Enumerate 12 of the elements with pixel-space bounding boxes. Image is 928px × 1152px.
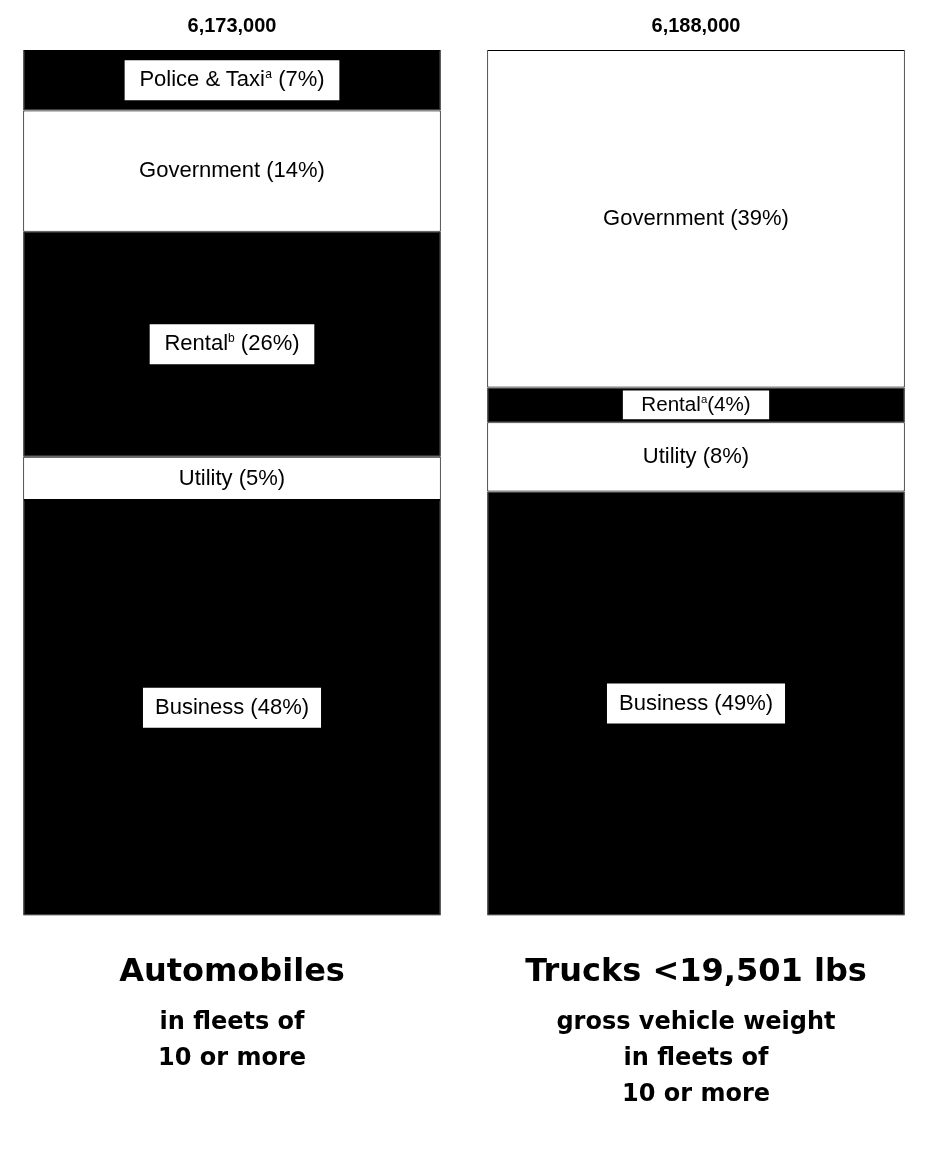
x-tick-label: Automobiles — [119, 951, 345, 990]
x-tick-label: Trucks <19,501 lbs — [525, 951, 867, 990]
data-label: Government (39%) — [603, 204, 789, 230]
text: 6,188,000 — [651, 13, 741, 36]
text: in fleets of 10 or more — [157, 1006, 307, 1071]
data-label: Business (48%) — [154, 693, 310, 719]
text: 6,173,000 — [187, 13, 277, 36]
text: gross vehicle weight in fleets of 10 or more — [556, 1006, 836, 1107]
data-label: Business (49%) — [618, 689, 774, 715]
data-label: Government (14%) — [139, 157, 325, 183]
data-label: Utility (8%) — [642, 442, 750, 468]
data-label: Utility (5%) — [178, 464, 286, 490]
